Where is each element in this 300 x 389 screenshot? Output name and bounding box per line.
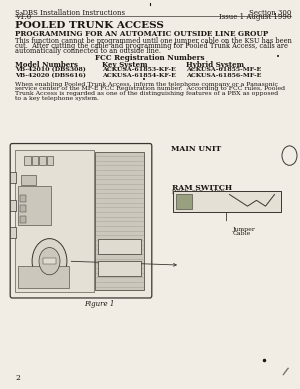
Bar bbox=[43, 258, 56, 264]
Text: MAIN UNIT: MAIN UNIT bbox=[171, 145, 221, 153]
Bar bbox=[21, 175, 36, 185]
Bar bbox=[32, 156, 38, 165]
Bar bbox=[21, 191, 36, 200]
Bar bbox=[10, 227, 16, 238]
Text: ACKUSA-61854-KF-E: ACKUSA-61854-KF-E bbox=[102, 73, 176, 78]
Text: 2: 2 bbox=[15, 374, 20, 382]
Text: Section 300: Section 300 bbox=[249, 9, 291, 17]
Text: to a key telephone system.: to a key telephone system. bbox=[15, 96, 99, 101]
Text: cut.  After cutting the cable and programming for Pooled Trunk Access, calls are: cut. After cutting the cable and program… bbox=[15, 42, 288, 50]
Text: FCC Registration Numbers: FCC Registration Numbers bbox=[95, 54, 205, 62]
Text: Issue 1 August 1990: Issue 1 August 1990 bbox=[219, 13, 291, 21]
Bar bbox=[24, 156, 31, 165]
Text: HOLD  CLR     MOD: HOLD CLR MOD bbox=[172, 190, 225, 195]
Text: Model Numbers: Model Numbers bbox=[15, 61, 78, 69]
Text: Key System: Key System bbox=[102, 61, 148, 69]
Bar bbox=[18, 266, 69, 288]
Bar bbox=[39, 156, 46, 165]
Text: •: • bbox=[276, 54, 280, 60]
Bar bbox=[98, 261, 142, 276]
Text: VB-42020 (DBS616): VB-42020 (DBS616) bbox=[15, 73, 86, 78]
Text: ACKUSA-61856-MF-E: ACKUSA-61856-MF-E bbox=[186, 73, 261, 78]
Bar bbox=[172, 191, 280, 212]
Bar bbox=[46, 156, 53, 165]
Bar bbox=[98, 239, 142, 254]
Bar bbox=[20, 216, 26, 223]
Text: ACKUSA-61853-KF-E: ACKUSA-61853-KF-E bbox=[102, 67, 176, 72]
Text: S-DBS Installation Instructions: S-DBS Installation Instructions bbox=[15, 9, 125, 17]
Bar bbox=[20, 205, 26, 212]
Text: ACKUSA-61855-MF-E: ACKUSA-61855-MF-E bbox=[186, 67, 261, 72]
Text: This function cannot be programmed until one jumper cable on the KSU has been: This function cannot be programmed until… bbox=[15, 37, 292, 45]
Bar bbox=[20, 194, 26, 202]
Bar bbox=[95, 152, 145, 290]
Circle shape bbox=[39, 247, 60, 275]
Bar bbox=[15, 150, 94, 292]
FancyBboxPatch shape bbox=[10, 144, 152, 298]
Text: service center of the MF-E FCC Registration number.  According to FCC rules, Poo: service center of the MF-E FCC Registrat… bbox=[15, 86, 285, 91]
Circle shape bbox=[32, 238, 67, 284]
Text: POOLED TRUNK ACCESS: POOLED TRUNK ACCESS bbox=[15, 21, 164, 30]
Text: V1.0: V1.0 bbox=[15, 13, 31, 21]
Text: Hybrid System: Hybrid System bbox=[186, 61, 244, 69]
Text: automatically connected to an outside line.: automatically connected to an outside li… bbox=[15, 47, 161, 55]
Text: Figure 1: Figure 1 bbox=[84, 300, 114, 308]
Text: Jumper: Jumper bbox=[232, 227, 255, 232]
Text: /: / bbox=[281, 366, 289, 377]
Bar bbox=[10, 200, 16, 210]
Bar bbox=[18, 186, 51, 225]
Text: Trunk Access is regarded as one of the distinguishing features of a PBX as oppos: Trunk Access is regarded as one of the d… bbox=[15, 91, 278, 96]
Text: VB-42010 (DBS308): VB-42010 (DBS308) bbox=[15, 67, 86, 72]
Text: PROGRAMMING FOR AN AUTOMATIC OUTSIDE LINE GROUP: PROGRAMMING FOR AN AUTOMATIC OUTSIDE LIN… bbox=[15, 30, 268, 39]
Bar bbox=[10, 172, 16, 183]
Bar bbox=[176, 194, 192, 209]
Text: Cable: Cable bbox=[232, 231, 251, 237]
Text: •: • bbox=[142, 77, 146, 83]
Text: When enabling Pooled Trunk Access, inform the telephone company or a Panasonic: When enabling Pooled Trunk Access, infor… bbox=[15, 82, 278, 87]
Text: RAM SWITCH: RAM SWITCH bbox=[172, 184, 233, 192]
